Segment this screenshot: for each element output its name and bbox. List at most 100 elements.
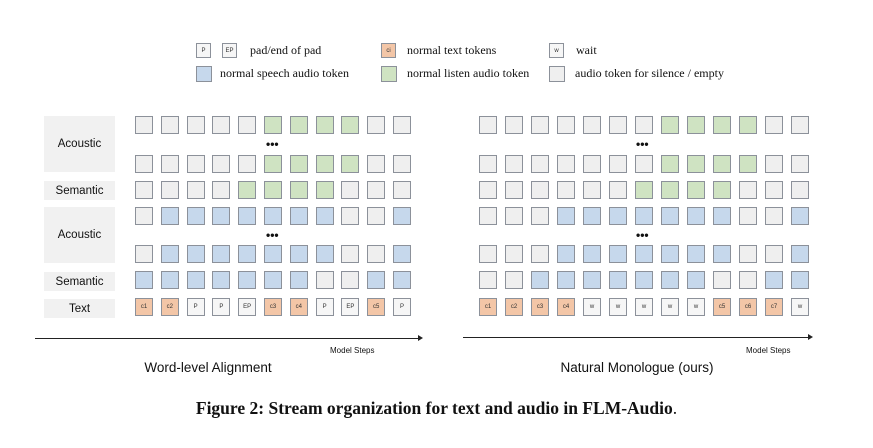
silence-token	[238, 116, 257, 134]
silence-token	[160, 116, 179, 134]
legend-text-label: normal text tokens	[407, 43, 497, 57]
speech-token	[238, 207, 257, 225]
legend-pad-swatch: P	[196, 43, 211, 58]
silence-token	[583, 155, 601, 173]
silence-token	[713, 271, 731, 289]
silence-token	[739, 181, 757, 199]
speech-token	[160, 271, 179, 289]
speech-token	[635, 271, 653, 289]
axis-label-right: Model Steps	[746, 346, 791, 355]
listen-token	[238, 181, 257, 199]
pad-token: EP	[341, 298, 360, 316]
speech-token	[661, 245, 679, 263]
legend-pad-label: pad/end of pad	[250, 43, 322, 57]
silence-token	[531, 155, 549, 173]
speech-token	[186, 271, 205, 289]
speech-token	[289, 245, 308, 263]
silence-token	[765, 155, 783, 173]
text-token: c3	[531, 298, 549, 316]
silence-token	[367, 181, 386, 199]
ellipsis: •••	[266, 137, 279, 151]
silence-token	[212, 116, 231, 134]
speech-token	[212, 271, 231, 289]
silence-token	[531, 245, 549, 263]
silence-token	[341, 245, 360, 263]
silence-token	[367, 116, 386, 134]
subtitle-left: Word-level Alignment	[144, 360, 272, 375]
listen-token	[713, 116, 731, 134]
listen-token	[264, 155, 282, 173]
listen-token	[739, 116, 757, 134]
listen-token	[289, 181, 308, 199]
silence-token	[609, 181, 627, 199]
speech-token	[687, 207, 705, 225]
speech-token	[264, 207, 282, 225]
listen-token	[713, 181, 731, 199]
speech-token	[791, 271, 809, 289]
speech-token	[687, 245, 705, 263]
silence-token	[791, 116, 809, 134]
silence-token	[186, 181, 205, 199]
silence-token	[186, 116, 205, 134]
row-label-semantic-speech: Semantic	[44, 272, 115, 291]
silence-token	[531, 207, 549, 225]
speech-token	[661, 207, 679, 225]
wait-token: w	[687, 298, 705, 316]
silence-token	[479, 181, 497, 199]
silence-token	[160, 181, 179, 199]
silence-token	[791, 155, 809, 173]
listen-token	[713, 155, 731, 173]
listen-token	[315, 116, 334, 134]
silence-token	[367, 155, 386, 173]
caption-text: Figure 2: Stream organization for text a…	[195, 398, 673, 418]
silence-token	[765, 245, 783, 263]
silence-token	[505, 155, 523, 173]
silence-token	[739, 271, 757, 289]
pad-token: P	[186, 298, 205, 316]
silence-token	[505, 207, 523, 225]
speech-token	[635, 207, 653, 225]
silence-token	[765, 207, 783, 225]
speech-token	[635, 245, 653, 263]
text-token: c7	[765, 298, 783, 316]
text-token: c5	[367, 298, 386, 316]
pad-token: P	[212, 298, 231, 316]
silence-token	[739, 245, 757, 263]
speech-token	[713, 245, 731, 263]
listen-token	[739, 155, 757, 173]
speech-token	[238, 245, 257, 263]
pad-token: P	[393, 298, 411, 316]
text-token: c4	[557, 298, 575, 316]
legend-speech-swatch	[196, 66, 212, 82]
silence-token	[635, 155, 653, 173]
speech-token	[583, 245, 601, 263]
silence-token	[505, 116, 523, 134]
row-label-text: Text	[44, 299, 115, 318]
silence-token	[583, 181, 601, 199]
speech-token	[264, 245, 282, 263]
speech-token	[765, 271, 783, 289]
silence-token	[135, 181, 153, 199]
ellipsis: •••	[266, 228, 279, 242]
legend-silence-swatch	[549, 66, 565, 82]
row-label-semantic-listen: Semantic	[44, 181, 115, 200]
listen-token	[687, 116, 705, 134]
wait-token: w	[609, 298, 627, 316]
speech-token	[315, 245, 334, 263]
legend-wait-swatch: w	[549, 43, 564, 58]
silence-token	[791, 181, 809, 199]
silence-token	[135, 245, 153, 263]
silence-token	[505, 181, 523, 199]
figure-caption: Figure 2: Stream organization for text a…	[0, 398, 873, 419]
silence-token	[186, 155, 205, 173]
speech-token	[557, 271, 575, 289]
silence-token	[531, 116, 549, 134]
silence-token	[479, 155, 497, 173]
silence-token	[479, 207, 497, 225]
listen-token	[264, 181, 282, 199]
legend-end-pad-swatch: EP	[222, 43, 237, 58]
speech-token	[557, 207, 575, 225]
speech-token	[791, 245, 809, 263]
text-token: c1	[135, 298, 153, 316]
